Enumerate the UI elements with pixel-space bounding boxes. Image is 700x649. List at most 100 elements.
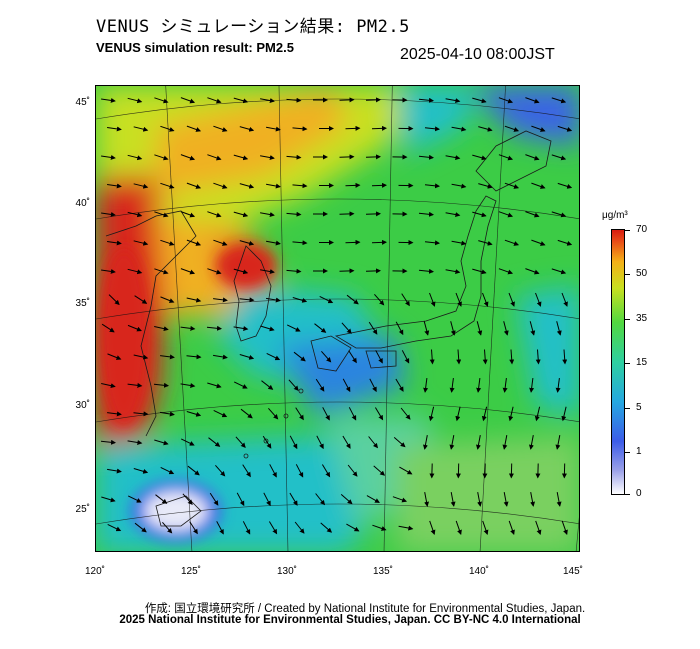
wind-arrow: [348, 350, 357, 364]
wind-arrow: [107, 523, 122, 532]
wind-arrow: [508, 520, 515, 536]
wind-arrow: [345, 239, 361, 245]
wind-arrow: [154, 154, 169, 161]
lon-label-145: 145˚: [562, 566, 583, 577]
wind-arrow: [428, 406, 435, 422]
wind-arrow: [239, 297, 255, 303]
wind-arrow: [375, 350, 383, 364]
wind-arrow: [451, 126, 467, 132]
title-english: VENUS simulation result: PM2.5: [96, 40, 294, 55]
wind-arrow: [206, 325, 222, 331]
lon-label-135: 135˚: [372, 566, 393, 577]
wind-arrow: [482, 349, 488, 365]
wind-arrow: [240, 408, 253, 419]
wind-arrow: [133, 126, 149, 132]
wind-arrow: [155, 494, 168, 504]
wind-arrow: [374, 407, 384, 421]
wind-arrow: [481, 406, 488, 422]
wind-arrow: [127, 324, 142, 332]
wind-arrow: [322, 407, 330, 421]
wind-arrow: [292, 183, 308, 189]
colorbar-label-1: 1: [636, 446, 642, 457]
wind-arrow: [133, 468, 149, 474]
wind-arrow: [107, 240, 122, 246]
wind-arrow: [269, 464, 277, 478]
wind-arrow: [449, 378, 455, 393]
wind-arrow: [557, 239, 573, 246]
colorbar-label-35: 35: [636, 313, 648, 324]
wind-arrow: [263, 492, 271, 507]
wind-arrow: [320, 522, 333, 533]
wind-arrow: [418, 268, 434, 274]
wind-arrow: [341, 322, 352, 334]
wind-arrow: [292, 297, 308, 303]
wind-arrow: [472, 268, 487, 275]
colorbar: [611, 229, 625, 495]
wind-arrow: [242, 521, 251, 535]
wind-arrow: [508, 292, 515, 307]
wind-arrow: [127, 495, 142, 503]
wind-arrow: [339, 154, 355, 160]
wind-arrow: [262, 435, 272, 449]
wind-arrow: [235, 436, 246, 448]
wind-arrow: [294, 521, 305, 534]
colorbar-label-50: 50: [636, 268, 648, 279]
wind-arrow: [502, 378, 508, 393]
wind-arrow: [347, 464, 358, 477]
wind-arrow: [534, 406, 541, 422]
wind-arrow: [127, 154, 143, 161]
wind-arrow: [186, 297, 202, 303]
wind-arrow: [236, 492, 245, 507]
wind-arrow: [393, 437, 406, 448]
colorbar-tick: [625, 230, 630, 231]
wind-arrow: [456, 349, 462, 365]
wind-arrow: [535, 520, 542, 536]
wind-arrow: [561, 406, 567, 422]
wind-arrow: [266, 183, 281, 189]
colorbar-tick: [625, 408, 630, 409]
wind-arrow: [395, 378, 404, 392]
wind-arrow: [445, 212, 461, 218]
wind-arrow: [531, 125, 546, 132]
wind-arrow: [424, 492, 430, 507]
wind-arrow: [369, 378, 377, 393]
wind-arrow: [133, 411, 149, 417]
wind-arrow: [478, 126, 493, 132]
colorbar-label-15: 15: [636, 357, 648, 368]
wind-arrow: [319, 295, 334, 304]
wind-arrow: [133, 354, 149, 360]
wind-arrow: [101, 268, 116, 274]
wind-arrow: [418, 211, 434, 217]
wind-arrow: [401, 293, 410, 307]
longitude-line: [278, 86, 289, 551]
wind-arrow: [213, 182, 228, 189]
wind-arrow: [498, 268, 514, 275]
wind-arrow: [455, 406, 461, 422]
wind-arrow: [180, 97, 196, 104]
wind-arrow: [134, 295, 148, 304]
wind-arrow: [207, 382, 222, 389]
title-japanese: VENUS シミュレーション結果: PM2.5: [96, 17, 410, 37]
wind-arrow: [107, 126, 122, 132]
wind-arrow: [498, 211, 514, 218]
wind-arrow: [429, 349, 435, 365]
wind-arrow: [213, 239, 228, 246]
wind-arrow: [321, 464, 331, 478]
wind-arrow: [160, 125, 175, 132]
wind-arrow: [107, 411, 122, 417]
wind-arrow: [289, 492, 298, 506]
wind-arrow: [107, 183, 122, 189]
wind-arrow: [509, 349, 515, 365]
wind-arrow: [561, 292, 568, 307]
wind-arrow: [395, 321, 404, 336]
wind-arrow: [266, 297, 281, 303]
wind-arrow: [160, 466, 175, 475]
wind-arrow: [154, 268, 169, 275]
wind-arrow: [233, 268, 249, 275]
wind-arrow: [477, 492, 483, 507]
wind-arrow: [107, 468, 122, 474]
lat-label-35: 35˚: [75, 298, 90, 309]
wind-arrow: [401, 350, 410, 364]
wind-arrow: [266, 240, 281, 246]
colorbar-label-5: 5: [636, 402, 642, 413]
